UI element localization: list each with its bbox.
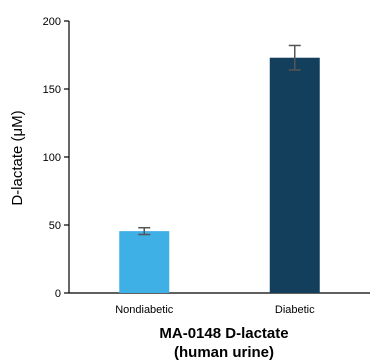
error-bars bbox=[138, 44, 301, 236]
y-tick-label: 200 bbox=[43, 16, 61, 28]
bars bbox=[119, 57, 320, 293]
x-category-label: Diabetic bbox=[275, 304, 315, 316]
bar bbox=[269, 57, 320, 293]
x-axis-title-line-2: (human urine) bbox=[174, 344, 274, 361]
y-tick-label: 0 bbox=[55, 288, 61, 300]
y-axis: 0 50 100 150 200 bbox=[43, 16, 70, 300]
y-axis-label: D-lactate (μM) bbox=[9, 110, 26, 205]
x-axis-title-line-1: MA-0148 D-lactate bbox=[159, 325, 288, 342]
bar bbox=[119, 231, 170, 293]
y-tick-label: 50 bbox=[49, 220, 61, 232]
y-tick-label: 100 bbox=[43, 152, 61, 164]
x-category-label: Nondiabetic bbox=[115, 304, 174, 316]
x-axis: Nondiabetic Diabetic bbox=[69, 292, 370, 316]
y-tick-label: 150 bbox=[43, 84, 61, 96]
